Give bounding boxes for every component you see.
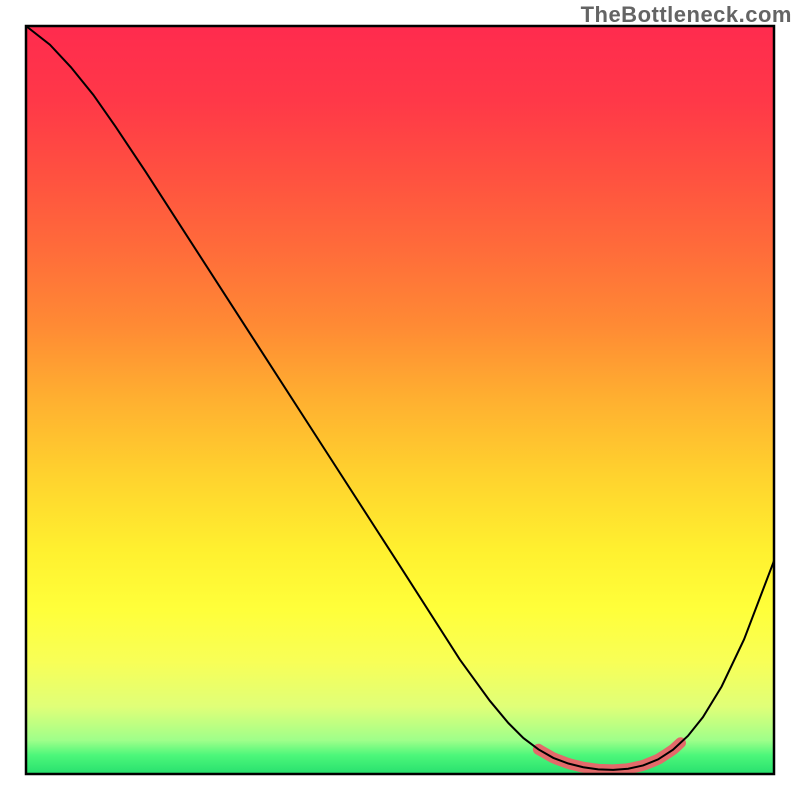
- bottleneck-chart: TheBottleneck.com: [0, 0, 800, 800]
- watermark-text: TheBottleneck.com: [581, 2, 792, 28]
- chart-background: [26, 26, 774, 774]
- chart-svg: [0, 0, 800, 800]
